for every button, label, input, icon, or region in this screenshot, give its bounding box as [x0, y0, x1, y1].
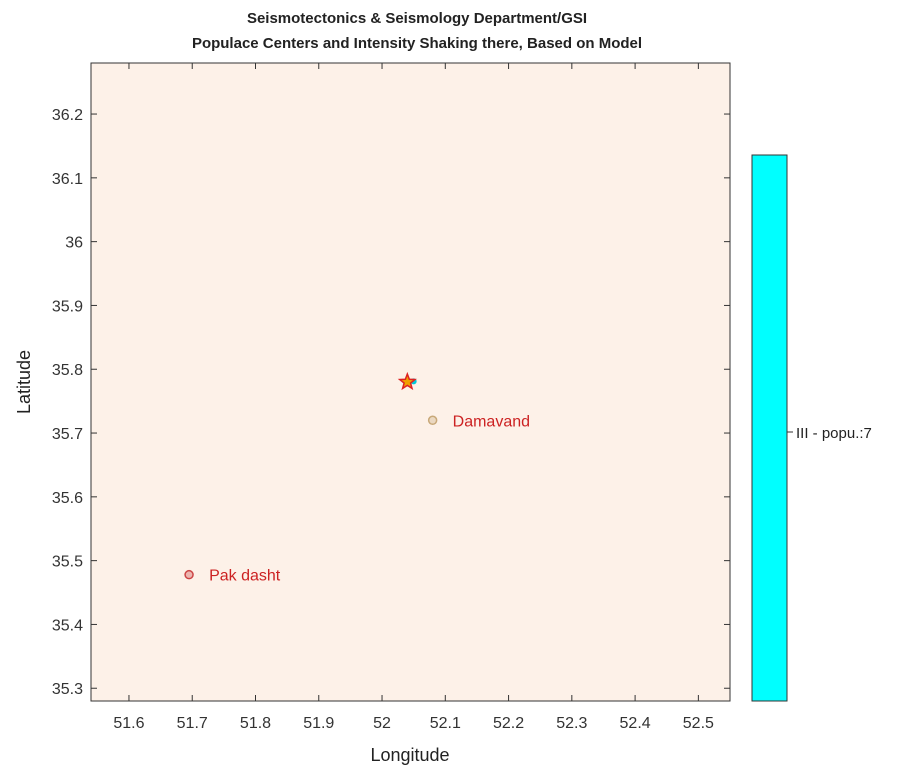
x-tick-label: 52.2: [493, 715, 524, 732]
x-tick-label: 52.4: [620, 715, 651, 732]
x-axis-ticks: 51.6 51.7 51.8 51.9 52 52.1 52.2 52.3 52.4 52.5: [113, 63, 714, 732]
x-tick-label: 52.5: [683, 715, 714, 732]
place-label: Damavand: [453, 413, 530, 430]
place-marker: [184, 569, 194, 580]
y-tick-label: 35.8: [52, 362, 83, 379]
y-tick-label: 35.9: [52, 298, 83, 315]
y-tick-label: 35.6: [52, 490, 83, 507]
y-tick-label: 36.1: [52, 171, 83, 188]
data-marks: Pak dasht Damavand: [184, 371, 530, 585]
colorbar-label: III - popu.:7: [796, 425, 872, 442]
y-axis-ticks: 35.3 35.4 35.5 35.6 35.7 35.8 35.9 36 36.1 36.2: [52, 107, 730, 698]
chart-title-line-2: Populace Centers and Intensity Shaking t…: [192, 35, 642, 52]
y-axis-label: Latitude: [14, 350, 34, 414]
colorbar-band: [751, 154, 788, 702]
y-tick-label: 35.5: [52, 554, 83, 571]
chart-title: Seismotectonics & Seismology Department/…: [192, 10, 642, 52]
x-tick-label: 51.8: [240, 715, 271, 732]
y-tick-label: 36: [65, 235, 83, 252]
x-tick-label: 51.7: [177, 715, 208, 732]
place-marker: [427, 415, 438, 426]
x-tick-label: 52.3: [556, 715, 587, 732]
y-tick-label: 35.7: [52, 426, 83, 443]
colorbar: III - popu.:7: [751, 154, 872, 702]
x-tick-label: 52: [373, 715, 391, 732]
chart-title-line-1: Seismotectonics & Seismology Department/…: [247, 10, 587, 27]
x-axis-label: Longitude: [370, 745, 449, 765]
y-tick-label: 35.4: [52, 617, 83, 634]
x-tick-label: 52.1: [430, 715, 461, 732]
place-label: Pak dasht: [209, 568, 281, 585]
epicenter-star-marker: [397, 371, 417, 391]
x-tick-label: 51.9: [303, 715, 334, 732]
y-tick-label: 36.2: [52, 107, 83, 124]
x-tick-label: 51.6: [113, 715, 144, 732]
y-tick-label: 35.3: [52, 681, 83, 698]
